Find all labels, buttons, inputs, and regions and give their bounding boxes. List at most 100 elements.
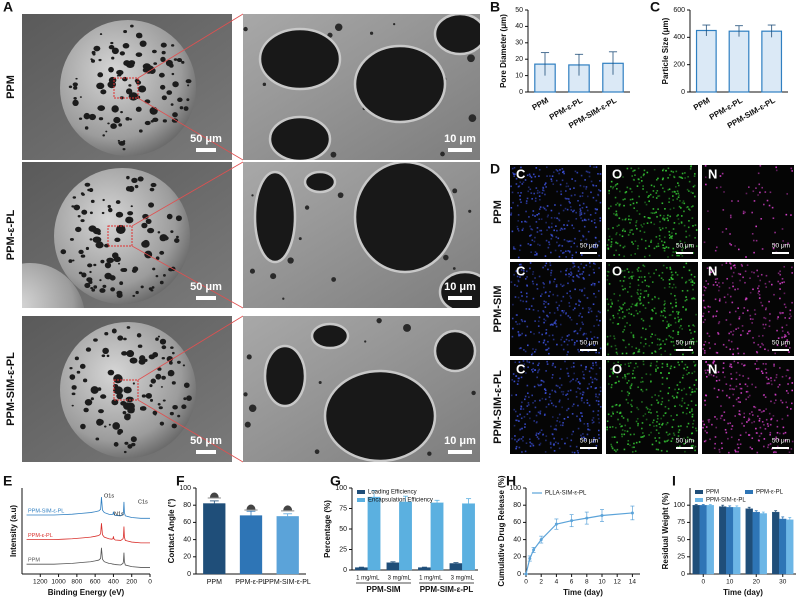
series-line — [26, 523, 150, 544]
eds-signal — [757, 415, 759, 418]
pore — [161, 345, 167, 350]
eds-signal — [692, 205, 694, 207]
eds-signal — [519, 428, 522, 430]
eds-signal — [562, 170, 565, 173]
eds-signal — [714, 343, 716, 345]
eds-signal — [665, 169, 667, 172]
eds-signal — [573, 372, 575, 375]
eds-signal — [520, 405, 523, 408]
eds-signal — [636, 365, 639, 368]
eds-signal — [694, 236, 696, 239]
eds-signal — [594, 387, 597, 390]
eds-signal — [555, 225, 557, 227]
eds-signal — [538, 212, 540, 215]
pore — [138, 85, 147, 93]
eds-signal — [737, 288, 739, 290]
eds-signal — [565, 312, 567, 314]
eds-signal — [591, 245, 594, 248]
eds-signal — [520, 319, 523, 321]
small-pore — [403, 324, 411, 332]
pore — [90, 59, 96, 63]
eds-signal — [791, 301, 793, 304]
eds-signal — [578, 300, 580, 303]
small-pore — [246, 354, 252, 360]
eds-signal — [735, 398, 738, 401]
zoom-line — [137, 97, 244, 161]
eds-signal — [630, 403, 632, 406]
eds-signal — [619, 244, 622, 247]
eds-signal — [576, 245, 578, 248]
eds-signal — [630, 313, 633, 316]
eds-signal — [567, 315, 570, 317]
eds-signal — [522, 181, 525, 184]
x-tick-label: 1200 — [33, 579, 48, 586]
pore — [177, 360, 181, 364]
eds-signal — [751, 383, 753, 386]
eds-signal — [656, 338, 659, 340]
eds-signal — [523, 349, 525, 351]
eds-signal — [662, 279, 664, 281]
eds-signal — [782, 432, 785, 435]
eds-signal — [626, 268, 629, 270]
eds-signal — [612, 372, 614, 375]
eds-signal — [664, 350, 666, 352]
eds-signal — [615, 348, 618, 350]
eds-signal — [656, 417, 659, 420]
eds-signal — [720, 442, 723, 445]
pore — [103, 425, 107, 428]
eds-signal — [525, 442, 528, 445]
eds-signal — [610, 243, 613, 246]
eds-signal — [749, 318, 752, 320]
eds-signal — [560, 193, 563, 196]
eds-signal — [660, 449, 663, 452]
eds-signal — [641, 380, 644, 383]
eds-signal — [621, 311, 624, 313]
eds-signal — [689, 411, 691, 414]
eds-signal — [752, 414, 754, 416]
eds-signal — [704, 369, 707, 372]
eds-signal — [729, 323, 732, 326]
eds-signal — [665, 440, 667, 443]
eds-signal — [688, 372, 690, 374]
eds-signal — [592, 421, 595, 423]
eds-signal — [579, 214, 581, 217]
eds-signal — [561, 285, 564, 287]
eds-signal — [667, 407, 670, 410]
eds-signal — [622, 339, 624, 341]
eds-signal — [593, 218, 596, 221]
eds-signal — [672, 207, 675, 209]
eds-signal — [761, 410, 764, 413]
eds-signal — [679, 200, 681, 202]
eds-signal — [670, 302, 672, 305]
eds-signal — [674, 349, 677, 351]
eds-signal — [773, 293, 775, 296]
eds-signal — [539, 410, 542, 413]
scale-label: 50 μm — [772, 243, 790, 250]
eds-signal — [623, 255, 625, 258]
pore — [139, 406, 145, 411]
eds-signal — [666, 363, 669, 366]
eds-signal — [544, 389, 547, 392]
eds-signal — [615, 210, 618, 213]
eds-signal — [649, 276, 652, 278]
eds-signal — [558, 400, 561, 403]
eds-signal — [660, 372, 662, 374]
eds-signal — [597, 410, 600, 412]
eds-signal — [703, 349, 706, 352]
eds-signal — [621, 235, 624, 238]
eds-signal — [779, 273, 782, 276]
eds-signal — [518, 249, 521, 252]
eds-signal — [664, 302, 666, 305]
pore — [100, 259, 105, 264]
eds-signal — [536, 421, 538, 423]
eds-signal — [522, 300, 524, 303]
eds-signal — [651, 341, 654, 344]
small-pore — [248, 404, 257, 413]
eds-signal — [588, 171, 591, 174]
eds-signal — [716, 277, 719, 280]
eds-signal — [636, 291, 639, 294]
eds-signal — [631, 377, 634, 379]
eds-signal — [679, 381, 681, 384]
eds-signal — [704, 399, 706, 402]
eds-signal — [723, 376, 726, 378]
